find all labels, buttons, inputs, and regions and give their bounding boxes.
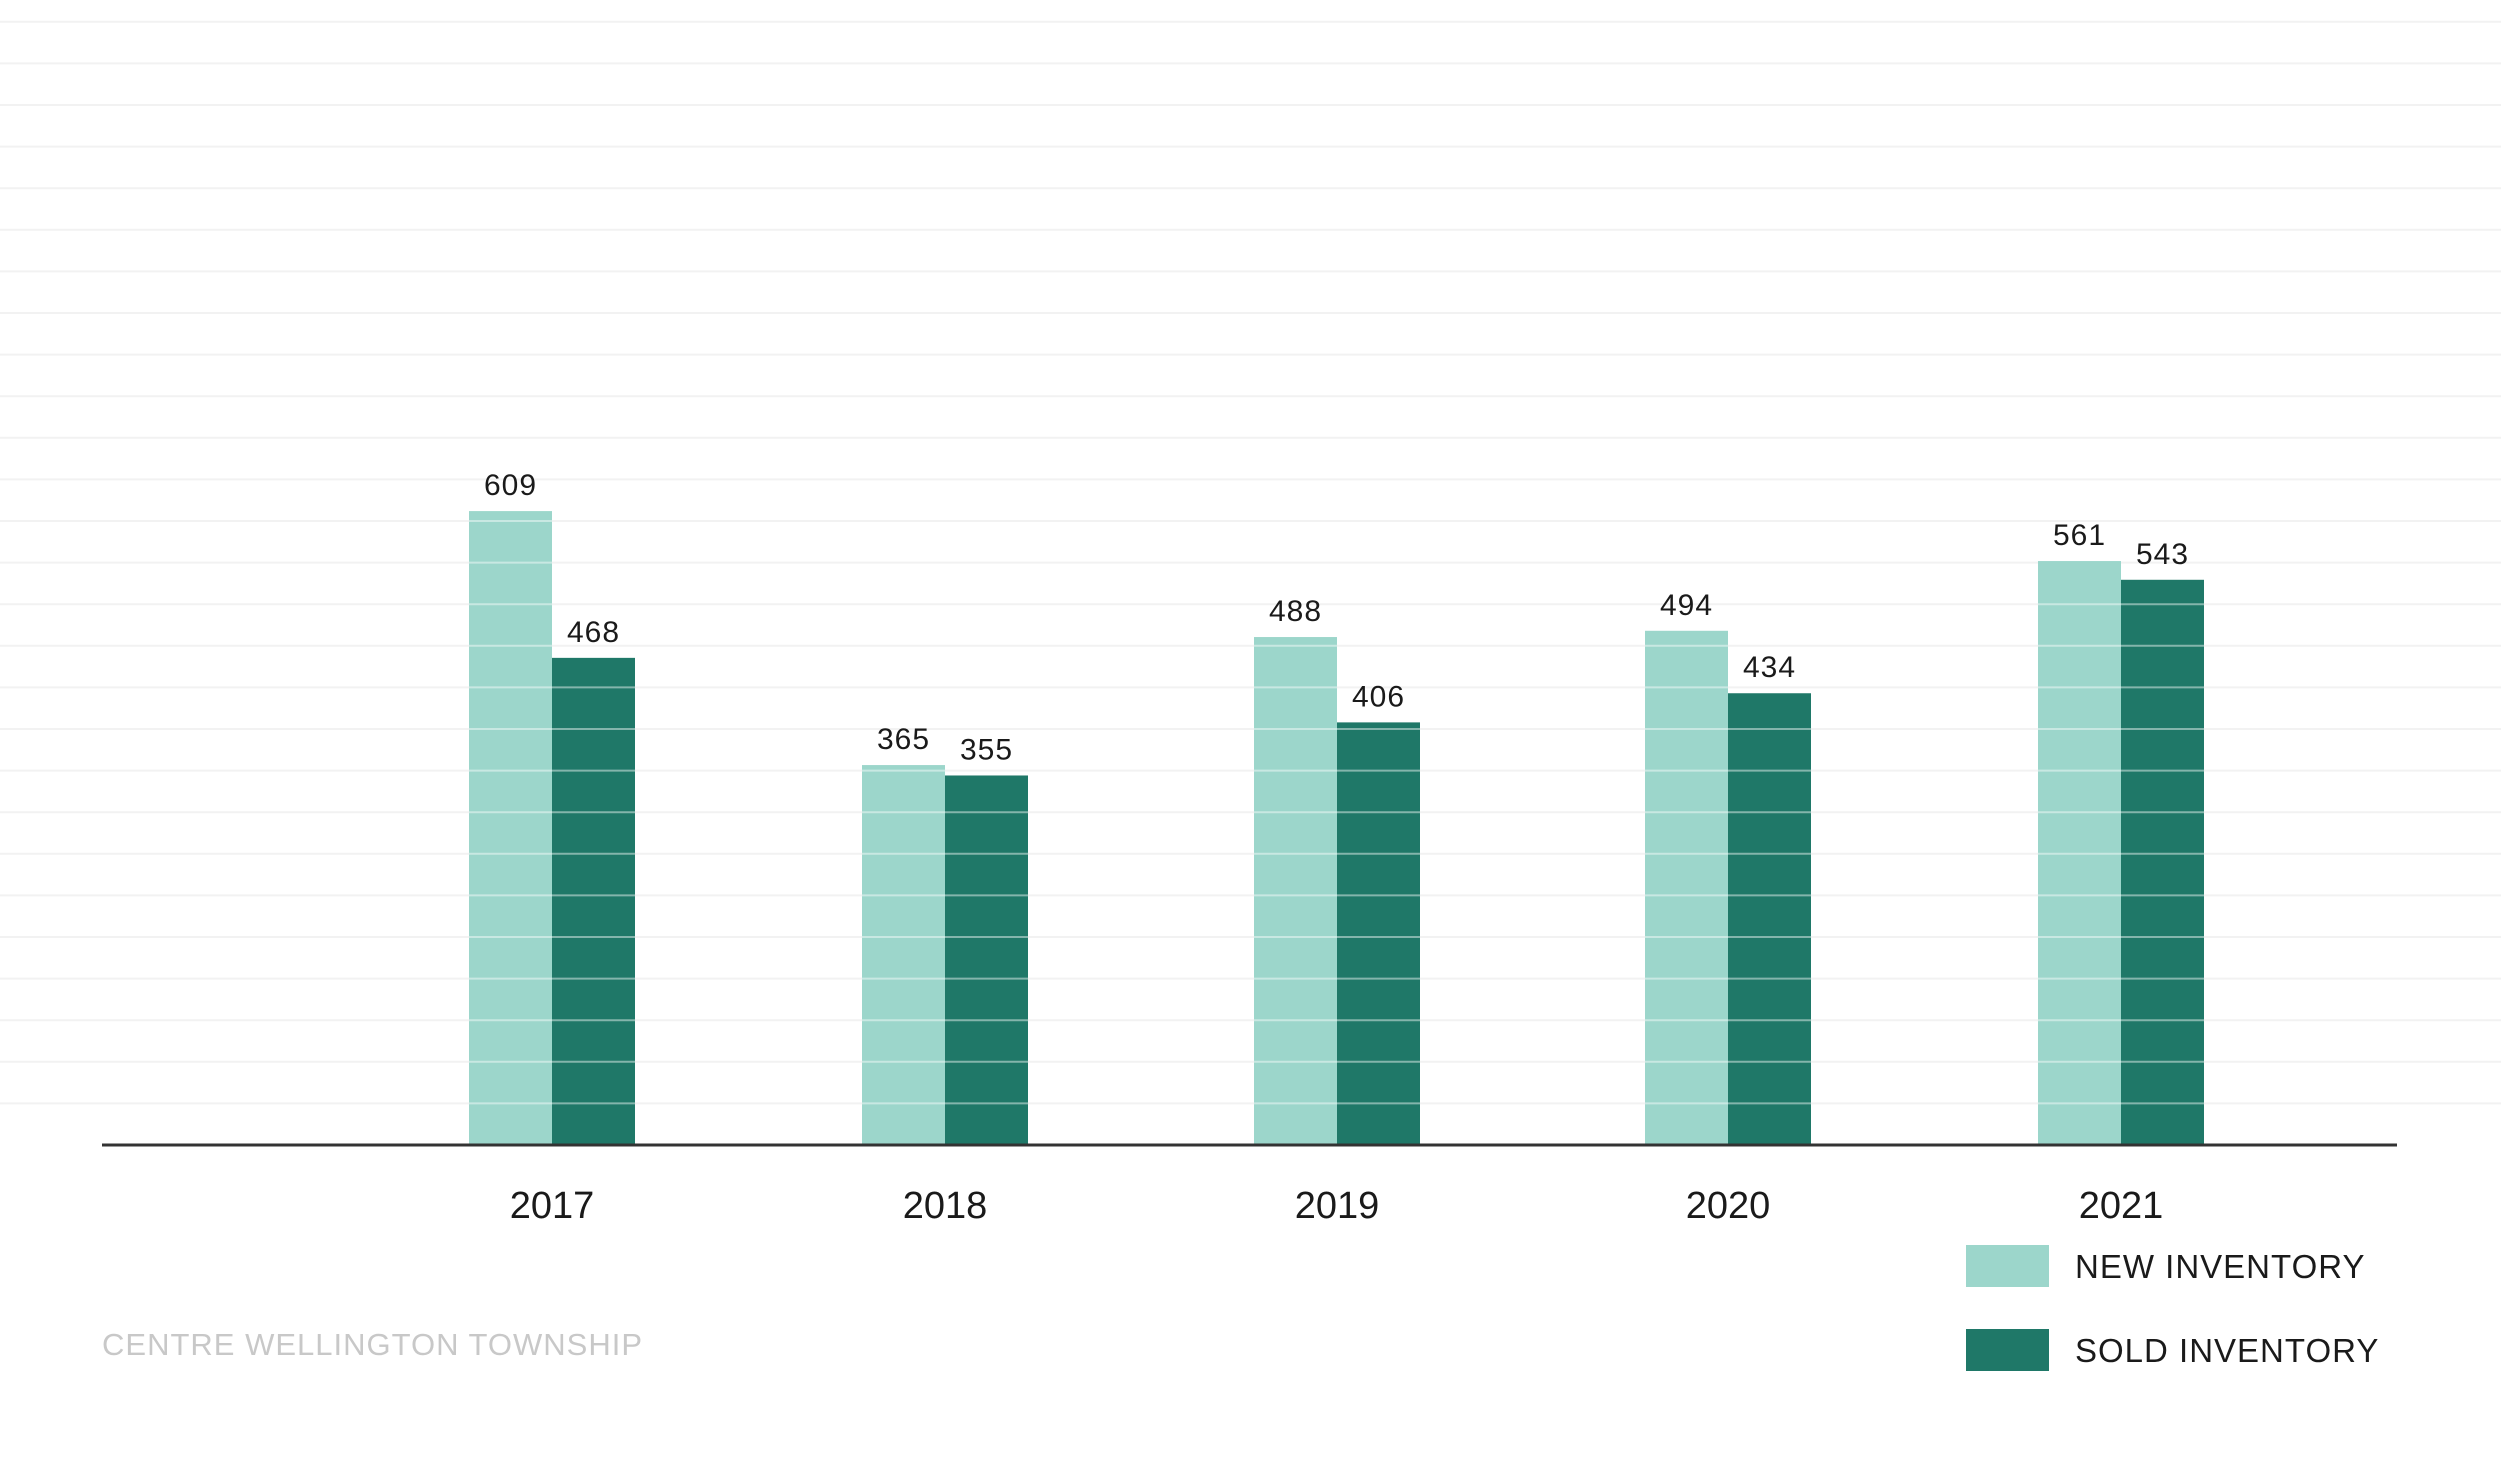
bar-new-inventory-2019	[1254, 637, 1337, 1145]
x-tick-labels: 2017 2018 2019 2020 2021	[510, 1185, 2164, 1227]
data-label-new-inventory-2020: 494	[1660, 589, 1713, 622]
data-label-new-inventory-2021: 561	[2053, 519, 2106, 552]
bar-new-inventory-2021	[2038, 561, 2121, 1145]
bar-new-inventory-2020	[1645, 630, 1728, 1145]
x-tick-label-2021: 2021	[2079, 1185, 2164, 1227]
data-label-sold-inventory-2020: 434	[1743, 651, 1796, 684]
bar-sold-inventory-2018	[945, 775, 1028, 1145]
bar-new-inventory-2017	[469, 511, 552, 1145]
bars: 609 468 365 355 488 406 494 434 561 543	[469, 469, 2204, 1145]
legend: NEW INVENTORY SOLD INVENTORY	[1966, 1245, 2379, 1371]
legend-swatch-sold-inventory	[1966, 1329, 2049, 1371]
bar-sold-inventory-2021	[2121, 579, 2204, 1145]
legend-label-sold-inventory: SOLD INVENTORY	[2075, 1332, 2379, 1369]
x-tick-label-2019: 2019	[1295, 1185, 1380, 1227]
data-label-sold-inventory-2017: 468	[567, 616, 620, 649]
bar-sold-inventory-2017	[552, 657, 635, 1145]
data-label-new-inventory-2019: 488	[1269, 595, 1322, 628]
data-label-sold-inventory-2021: 543	[2136, 538, 2189, 571]
bar-sold-inventory-2020	[1728, 693, 1811, 1145]
x-tick-label-2017: 2017	[510, 1185, 595, 1227]
data-label-sold-inventory-2018: 355	[960, 733, 1013, 766]
bar-sold-inventory-2019	[1337, 722, 1420, 1145]
bar-new-inventory-2018	[862, 765, 945, 1145]
data-label-new-inventory-2018: 365	[877, 723, 930, 756]
legend-label-new-inventory: NEW INVENTORY	[2075, 1248, 2366, 1285]
x-tick-label-2018: 2018	[903, 1185, 988, 1227]
data-label-sold-inventory-2019: 406	[1352, 680, 1405, 713]
legend-swatch-new-inventory	[1966, 1245, 2049, 1287]
chart-subtitle: CENTRE WELLINGTON TOWNSHIP	[102, 1327, 643, 1362]
x-tick-label-2020: 2020	[1686, 1185, 1771, 1227]
data-label-new-inventory-2017: 609	[484, 469, 537, 502]
